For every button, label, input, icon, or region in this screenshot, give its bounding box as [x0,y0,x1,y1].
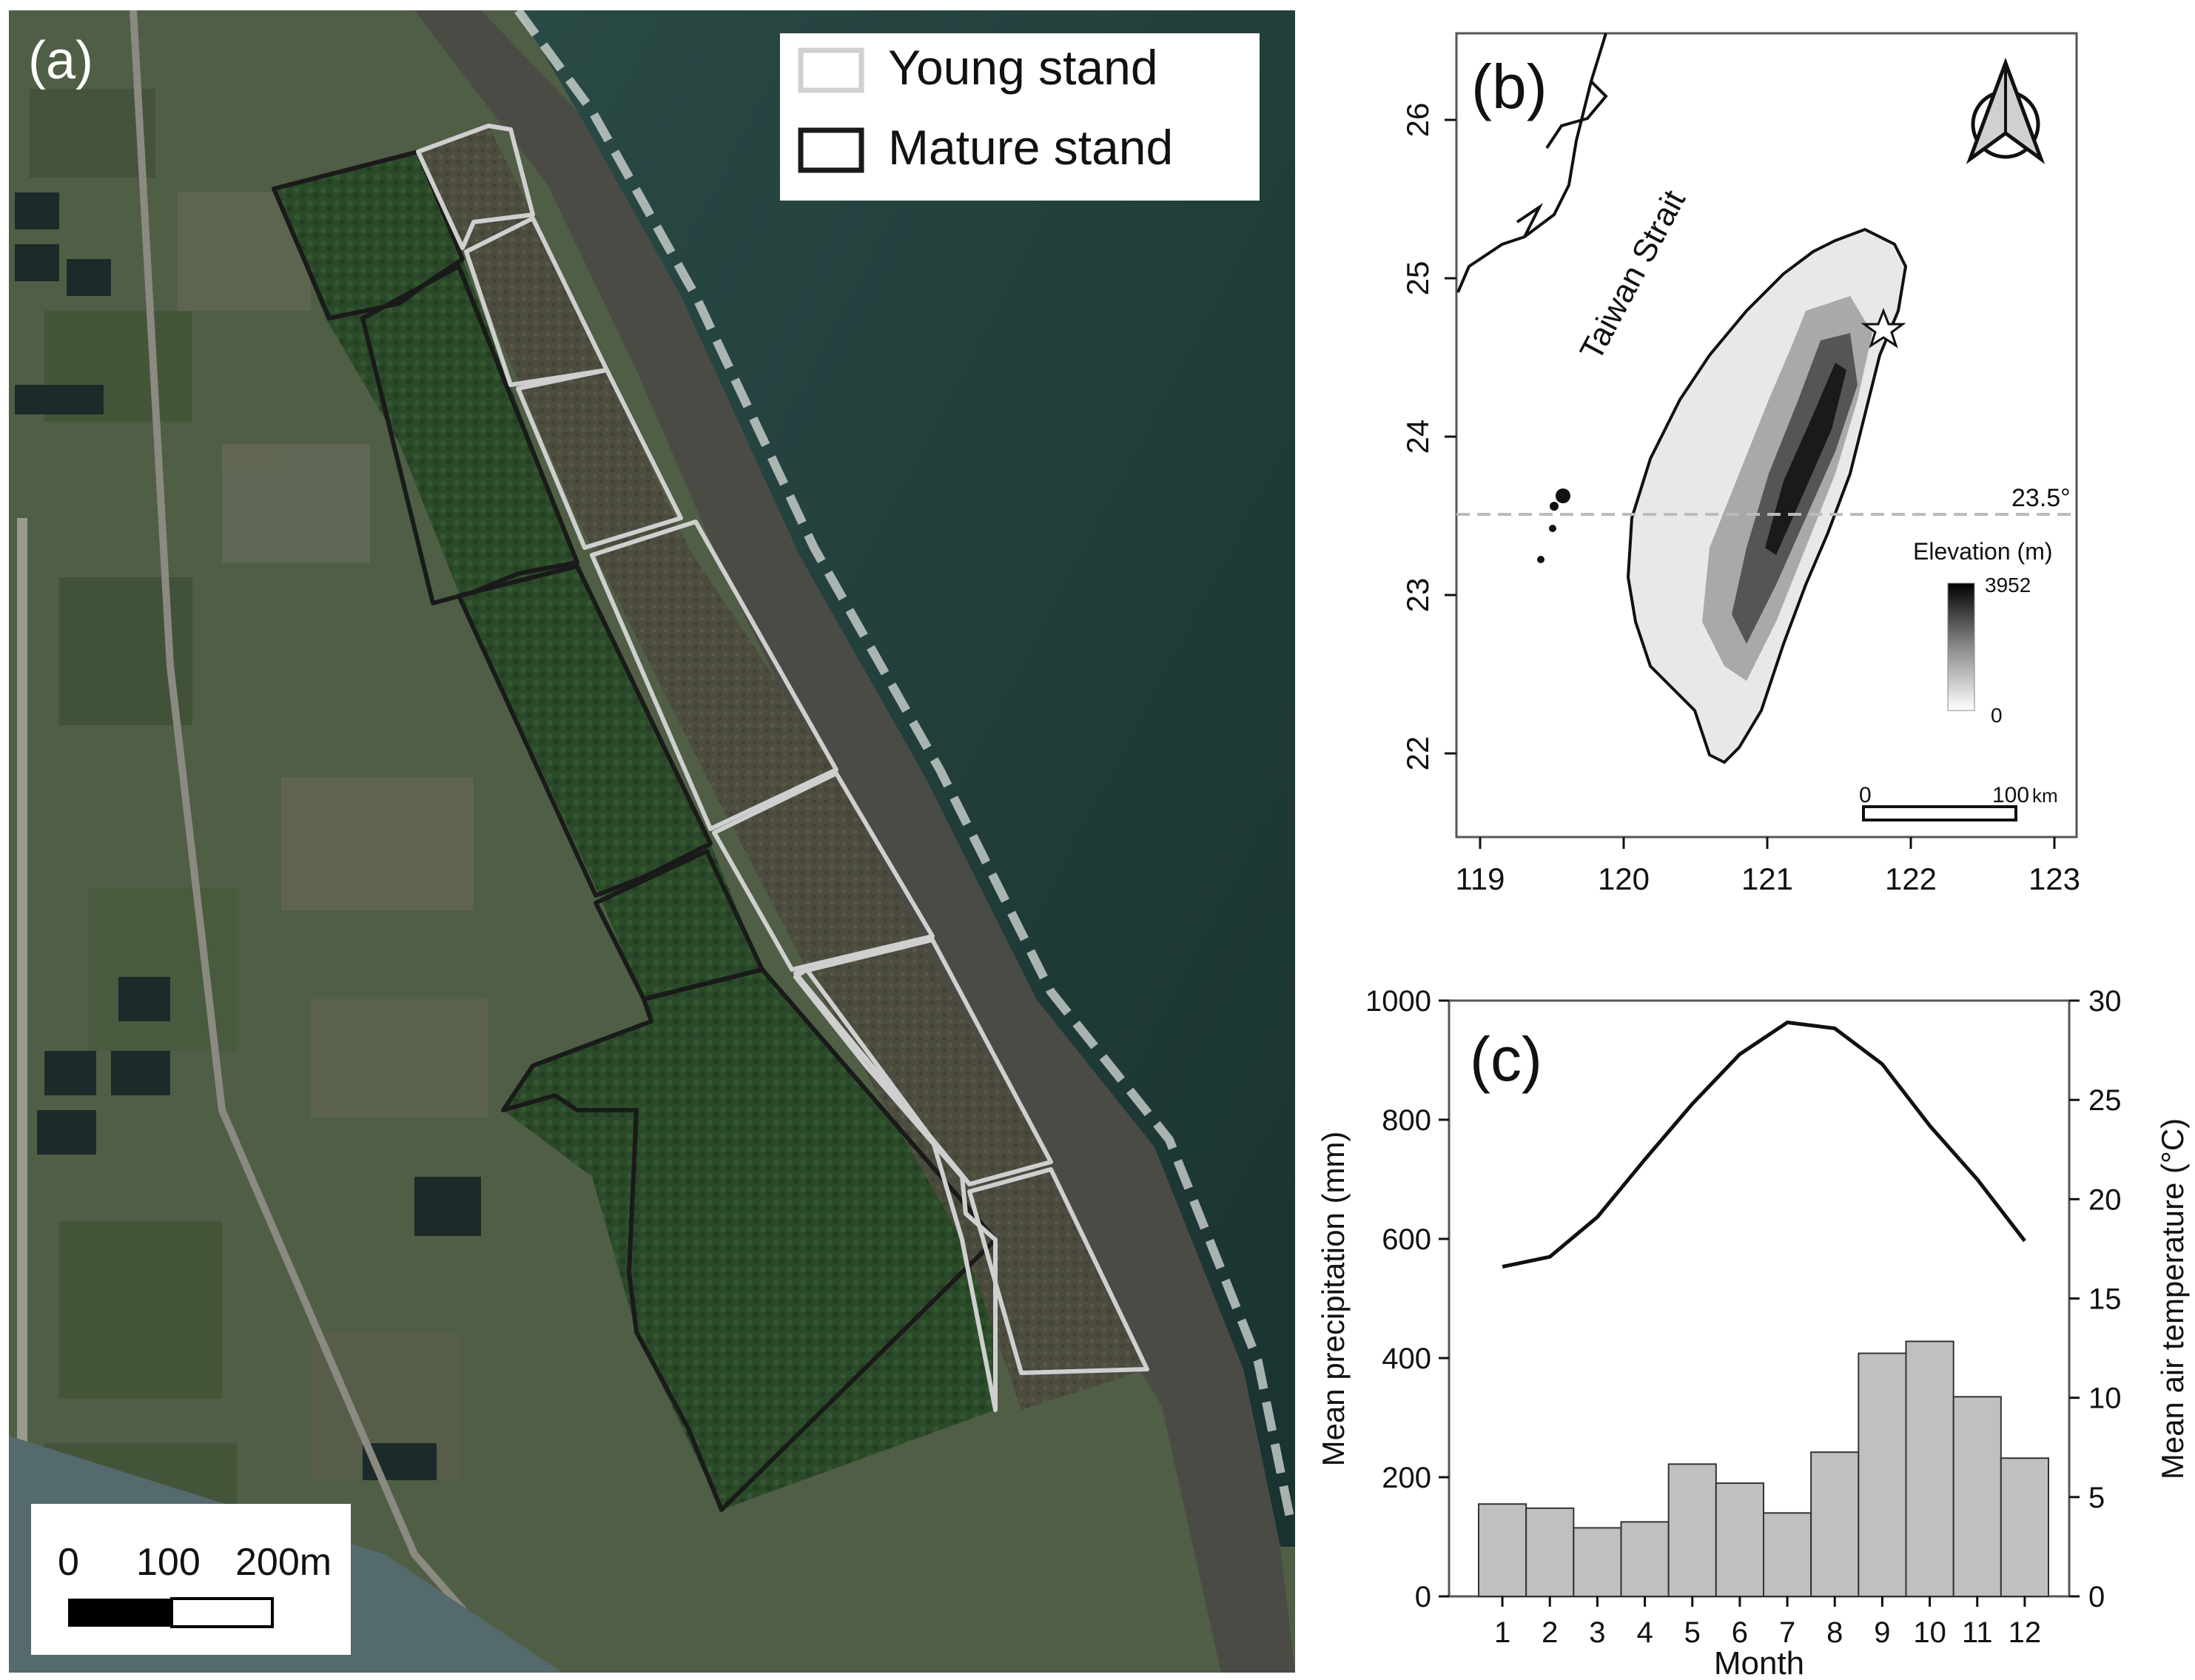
fish-ponds [15,192,481,1480]
star-icon [1860,307,1906,349]
china-coastline [1456,33,1608,293]
lat-tick-label: 24 [1400,420,1435,454]
scalebar-box [31,1504,351,1655]
precip-bar [2000,1457,2049,1597]
panel-b-map: (b) Taiwan Strait 23.5° Elevation (m) [1400,32,2080,896]
y-tick-label-left: 800 [1382,1104,1431,1137]
y-tick-label-left: 200 [1382,1462,1431,1494]
x-tick-label: 6 [1732,1616,1748,1649]
scalebar-white-segment [170,1597,274,1628]
tropic-line-label: 23.5° [2011,484,2071,512]
penghu-islands [1537,488,1570,563]
young-stand-polygons [416,124,1149,1412]
precip-bar [1525,1507,1575,1597]
precip-bar [1858,1352,1907,1598]
x-tick-label: 1 [1494,1616,1510,1649]
y-axis-title-right: Mean air temperature (°C) [2155,1118,2190,1479]
y-tick-label-left: 1000 [1365,985,1431,1018]
chart-marks: 1 2 3 4 5 6 7 8 9 10 11 120200400600800100005101520… [1365,985,2121,1649]
scalebar-tick-100: 100 [136,1541,201,1584]
km-scale-tick-0: 0 [1859,783,1872,807]
lat-tick-label: 25 [1400,261,1435,296]
x-tick-label: 11 [1962,1616,1993,1649]
elevation-band-peak [1765,363,1846,555]
panel-c-chart: (c) 1 2 3 4 5 6 7 8 9 10 11 12020040060080010000510… [1316,985,2190,1680]
road [130,10,521,1673]
x-tick-label: 8 [1826,1616,1843,1649]
lon-tick-label: 123 [2028,861,2080,896]
precip-bar [1763,1512,1812,1598]
elevation-max-label: 3952 [1985,574,2031,597]
lon-tick-label: 122 [1885,861,1937,896]
y-tick-label-left: 0 [1415,1581,1431,1613]
sea [481,10,1295,1547]
y-tick-label-right: 10 [2088,1382,2122,1415]
x-tick-label: 2 [1542,1616,1558,1649]
x-tick-label: 12 [2009,1616,2042,1649]
lon-tick-label: 121 [1741,861,1793,896]
x-tick-label: 5 [1684,1616,1701,1649]
lat-tick-label: 26 [1400,103,1435,138]
mature-stand-polygons [272,149,998,1512]
legend-swatch-young [798,47,864,93]
stand-legend: Young stand Mature stand [780,33,1260,201]
scalebar-black-segment [68,1599,172,1627]
y-tick-label-right: 5 [2088,1482,2105,1514]
y-tick-label-right: 20 [2088,1183,2122,1216]
km-scale-unit: km [2032,784,2058,807]
x-tick-label: 7 [1779,1616,1795,1649]
precip-bar [1810,1451,1860,1597]
y-axis-title-left: Mean precipitation (mm) [1316,1132,1351,1467]
lat-tick-label: 23 [1400,578,1435,613]
lat-tick-label: 22 [1400,736,1435,771]
surf-line [514,10,1295,1526]
elevation-min-label: 0 [1991,704,2003,727]
legend-swatch-mature [798,127,864,173]
x-tick-label: 9 [1874,1616,1890,1649]
precip-bar [1478,1503,1527,1597]
temperature-line [1502,1020,2026,1269]
panel-a-label: (a) [28,31,93,90]
young-forest-area [418,126,1147,1410]
panel-b-label: (b) [1471,52,1547,121]
y-tick-label-right: 15 [2088,1283,2122,1316]
precip-bar [1667,1463,1717,1598]
legend-label-mature: Mature stand [888,120,1173,175]
km-scale-bar [1862,805,2017,821]
panel-c-label: (c) [1470,1024,1542,1094]
precip-bar [1715,1482,1764,1598]
map-axis-ticks: 26 25 24 23 22 119 120 121 122 123 [1400,103,2080,896]
km-scale-tick-100: 100 [1992,783,2029,807]
elevation-legend-title: Elevation (m) [1913,538,2053,565]
y-tick-label-right: 30 [2088,985,2122,1018]
panel-a-map [9,10,1295,1673]
y-tick-label-left: 600 [1382,1223,1431,1256]
precip-bar [1905,1340,1954,1597]
scalebar-tick-0: 0 [58,1541,79,1584]
north-arrow-icon [1966,57,2046,164]
x-tick-label: 4 [1636,1616,1653,1649]
x-tick-label: 10 [1913,1616,1946,1649]
elevation-colorbar [1947,582,1975,711]
lon-tick-label: 120 [1598,861,1650,896]
lon-tick-label: 119 [1456,861,1505,896]
legend-label-young: Young stand [888,40,1158,95]
y-tick-label-right: 0 [2088,1581,2105,1613]
precip-bar [1952,1396,2002,1597]
y-tick-label-left: 400 [1382,1343,1431,1375]
x-tick-label: 3 [1589,1616,1605,1649]
x-axis-title: Month [1714,1645,1804,1680]
mature-forest-area [274,152,995,1510]
scalebar-tick-200: 200m [235,1541,332,1584]
precip-bar [1620,1521,1670,1597]
map-scalebar: 0 100 200m [31,1504,351,1655]
precip-bar [1573,1527,1622,1598]
y-tick-label-right: 25 [2088,1084,2122,1117]
